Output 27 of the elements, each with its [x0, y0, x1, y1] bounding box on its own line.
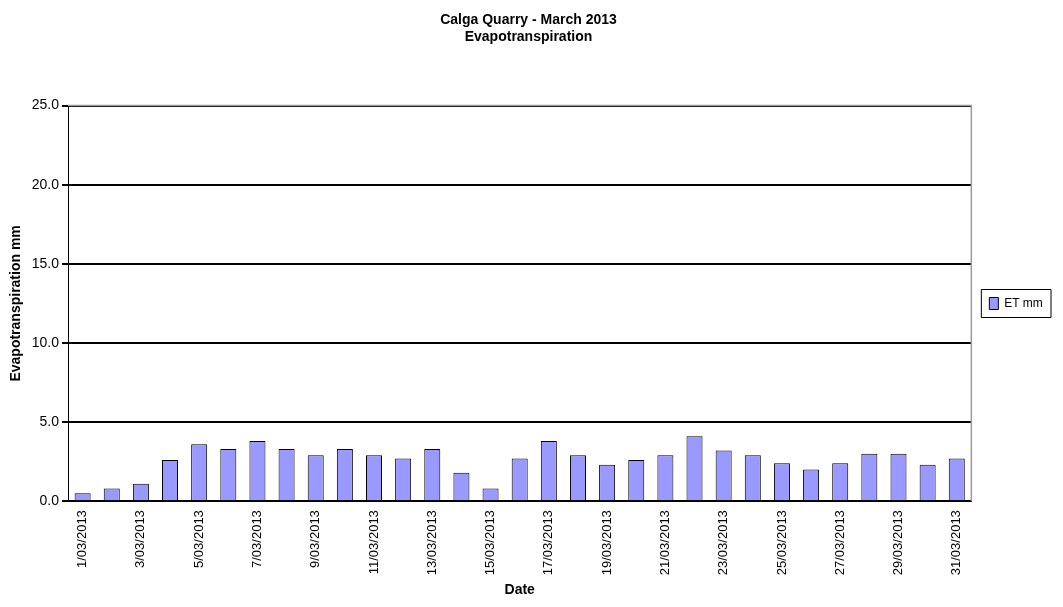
chart-title: Calga Quarry - March 2013 — [440, 11, 618, 28]
y-tick-label: 15.0 — [31, 254, 60, 271]
x-axis-title: Date — [504, 581, 536, 598]
x-tick-label: 27/03/2013 — [831, 510, 847, 576]
x-tick-label: 7/03/2013 — [249, 510, 265, 568]
y-tick-label: 0.0 — [39, 492, 60, 508]
x-tick-label: 9/03/2013 — [307, 510, 323, 568]
x-tick-label: 3/03/2013 — [132, 510, 148, 568]
x-tick-label: 29/03/2013 — [890, 510, 906, 576]
x-tick-label: 13/03/2013 — [423, 510, 439, 576]
x-tick-label: 1/03/2013 — [74, 510, 90, 568]
y-axis-title: Evapotranspiration mm — [7, 225, 24, 382]
x-tick-label: 21/03/2013 — [656, 510, 672, 576]
x-tick-label: 11/03/2013 — [365, 510, 381, 575]
x-tick-label: 31/03/2013 — [948, 510, 964, 576]
x-tick-label: 15/03/2013 — [482, 510, 498, 576]
x-tick-label: 17/03/2013 — [540, 510, 556, 576]
x-tick-label: 5/03/2013 — [190, 510, 206, 568]
x-tick-label: 23/03/2013 — [715, 510, 731, 576]
y-tick-label: 25.0 — [31, 96, 60, 113]
legend-label: ET mm — [1004, 295, 1043, 310]
x-tick-label: 25/03/2013 — [773, 510, 789, 576]
x-tick-label: 19/03/2013 — [598, 510, 614, 576]
y-tick-label: 10.0 — [31, 333, 60, 350]
y-tick-label: 5.0 — [39, 412, 60, 429]
chart-subtitle: Evapotranspiration — [464, 28, 593, 45]
y-tick-label: 20.0 — [31, 175, 60, 192]
